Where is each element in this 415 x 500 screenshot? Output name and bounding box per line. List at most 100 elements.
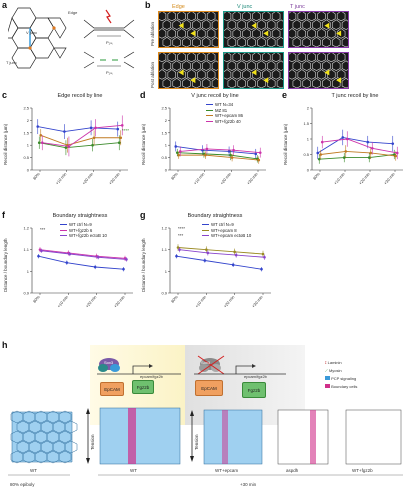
cell-outline bbox=[182, 77, 191, 88]
chart-d-title: V junc recoil by line bbox=[191, 93, 239, 99]
legend-name: WT bbox=[215, 102, 223, 107]
target-right-label: epcam/fgz2b bbox=[244, 374, 267, 379]
p-int-top: P₁ₙₜ bbox=[106, 40, 113, 45]
cell-outline bbox=[206, 12, 216, 22]
cell-outline bbox=[336, 69, 346, 80]
cell-outline bbox=[206, 53, 216, 63]
legend-item: WT ctrl N=9 bbox=[202, 222, 251, 228]
cell-outline bbox=[182, 36, 191, 47]
cell-outline bbox=[206, 28, 216, 39]
cell-outline bbox=[172, 60, 181, 71]
y-tick-label: 1.1 bbox=[161, 247, 167, 252]
data-point bbox=[341, 136, 345, 139]
series-line bbox=[42, 124, 123, 147]
cell-outline bbox=[242, 28, 251, 39]
data-point bbox=[177, 153, 181, 157]
data-point bbox=[342, 156, 346, 159]
arrowhead-marker bbox=[324, 22, 330, 29]
chart-vjunc-recoil: 0 0.5 1 1.5 2 2.5 80% +10 min +20 min +30 min bbox=[161, 106, 266, 186]
cell-outline bbox=[227, 77, 237, 88]
series-line bbox=[179, 249, 265, 258]
legend-swatch bbox=[206, 109, 213, 111]
caption-wt2: WT bbox=[130, 468, 137, 473]
data-point bbox=[370, 147, 374, 150]
cell-outline bbox=[252, 69, 261, 80]
x-tick-label: 80% bbox=[32, 294, 41, 304]
y-tick-label: 1.2 bbox=[23, 226, 29, 231]
epithelial-cell bbox=[64, 420, 78, 434]
series-line bbox=[320, 150, 396, 157]
cell-outline bbox=[192, 60, 201, 71]
cell-outline bbox=[252, 12, 261, 22]
arrowhead-marker bbox=[190, 77, 196, 84]
cell-outline bbox=[266, 19, 276, 30]
data-point bbox=[120, 124, 124, 127]
y-tick-label: 1.5 bbox=[161, 130, 167, 135]
arrowhead-marker bbox=[336, 30, 342, 37]
cell-outline bbox=[227, 60, 237, 71]
cell-outline bbox=[271, 12, 281, 22]
data-point bbox=[67, 145, 71, 148]
cell-outline bbox=[271, 28, 281, 39]
cell-outline bbox=[292, 19, 302, 30]
cell-outline bbox=[292, 60, 302, 71]
data-point bbox=[258, 151, 262, 154]
cell-outline bbox=[331, 19, 341, 30]
cell-outline bbox=[257, 60, 266, 71]
gene-right-label: Sox3 bbox=[201, 360, 211, 365]
cell-outline bbox=[201, 36, 211, 47]
legend-swatch bbox=[202, 224, 209, 226]
y-tick-label: 0.5 bbox=[303, 152, 309, 157]
cell-outline bbox=[197, 12, 206, 22]
cell-outline bbox=[237, 19, 246, 30]
cell-outline bbox=[197, 53, 206, 63]
cell-outline bbox=[242, 53, 251, 63]
cell-outline bbox=[289, 12, 297, 22]
chart-g-sig2: *** bbox=[178, 233, 184, 238]
cell-outline bbox=[162, 77, 172, 88]
cell-outline bbox=[341, 36, 348, 47]
cell-outline bbox=[262, 12, 271, 22]
y-tick-label: 1.2 bbox=[161, 226, 167, 231]
legend-n: 40 bbox=[235, 118, 241, 124]
tension-left: Tension bbox=[90, 434, 95, 450]
panel-g-label: g bbox=[140, 210, 146, 220]
cell-outline bbox=[237, 60, 246, 71]
x-tick-label: +20 min bbox=[358, 171, 371, 185]
arrowhead-marker bbox=[263, 77, 269, 84]
cell-outline bbox=[224, 12, 232, 22]
data-point bbox=[175, 254, 178, 258]
cell-outline bbox=[271, 69, 281, 80]
cell-outline bbox=[322, 19, 331, 30]
y-tick-label: 1.5 bbox=[23, 130, 29, 135]
legend-swatch bbox=[60, 229, 67, 231]
data-point bbox=[227, 150, 231, 153]
col-vjunc-label: V junc bbox=[237, 4, 253, 10]
data-point bbox=[320, 140, 324, 144]
tension-right: Tension bbox=[194, 434, 199, 450]
cell-outline bbox=[227, 36, 237, 47]
cell-outline bbox=[159, 69, 167, 80]
legend-name: WT+fgz2b bbox=[69, 227, 90, 233]
epithelial-cell bbox=[58, 410, 72, 424]
cell-outline bbox=[182, 19, 191, 30]
cell-outline bbox=[172, 77, 181, 88]
data-point bbox=[203, 259, 207, 262]
data-point bbox=[394, 154, 398, 158]
cell-outline bbox=[297, 28, 307, 39]
legend-item: MZ 81 bbox=[206, 108, 243, 114]
data-point bbox=[367, 156, 371, 159]
chart-c-title: Edge recoil by line bbox=[57, 93, 103, 99]
y-tick-label: 1 bbox=[165, 143, 168, 148]
legend-swatch bbox=[60, 224, 67, 226]
micrograph-tjunc-pre bbox=[288, 11, 349, 48]
cell-outline bbox=[247, 60, 256, 71]
cell-outline bbox=[336, 28, 346, 39]
data-point bbox=[260, 267, 263, 271]
chart-tjunc-recoil: 0 0.5 1 1.5 2 80% +10 min +20 min +30 min bbox=[303, 106, 403, 186]
target-left-label: epcam/fgz2b bbox=[140, 374, 163, 379]
cell-outline bbox=[317, 12, 326, 22]
data-point bbox=[204, 153, 207, 157]
data-point bbox=[37, 141, 41, 145]
legend-item: WT+fgz2b 40 bbox=[206, 119, 243, 125]
